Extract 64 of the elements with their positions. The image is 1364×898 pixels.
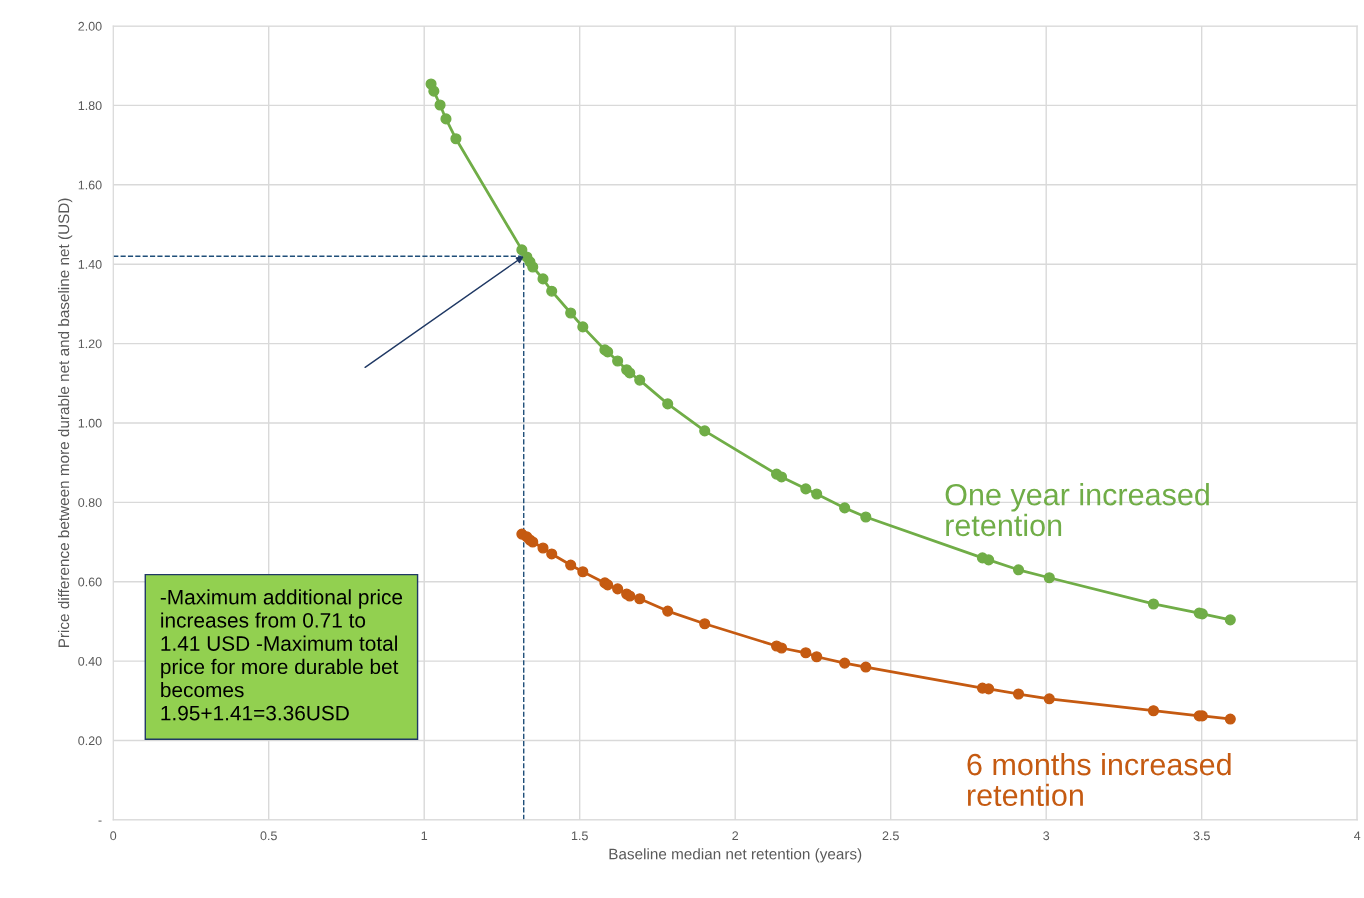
point: [800, 647, 812, 659]
point: [612, 355, 624, 367]
point: [577, 321, 589, 333]
annotation: -Maximum additional price increases from 0.71 to 1.41 USD -Maximum total price for more durable bet becomes 1.95+1.41=3.36USD: [160, 589, 403, 721]
point: [1012, 688, 1025, 700]
point: [699, 425, 711, 437]
x-tick-label: 2.5: [882, 831, 899, 841]
series-label: One year increased retention: [945, 483, 1209, 537]
y-tick-label: 0.40: [78, 656, 102, 666]
point: [811, 488, 823, 500]
point: [434, 99, 446, 111]
point: [860, 661, 872, 673]
point: [800, 483, 812, 495]
point: [546, 285, 558, 297]
x-tick-label: 1.5: [571, 831, 588, 841]
point: [537, 273, 549, 285]
point: [839, 502, 851, 514]
x-tick-label: 3.5: [1193, 831, 1210, 841]
y-tick-label: -: [98, 820, 102, 822]
y-tick-label: 1.80: [78, 101, 102, 111]
x-tick-label: 2: [732, 831, 739, 841]
point: [440, 113, 452, 125]
point: [1224, 713, 1236, 725]
y-tick-label: 1.20: [78, 339, 102, 349]
x-tick-label: 1: [421, 831, 428, 841]
point: [612, 583, 624, 595]
point: [565, 307, 577, 319]
point: [450, 133, 462, 145]
point: [634, 593, 646, 605]
x-tick-label: 0: [110, 831, 117, 841]
point: [1043, 572, 1055, 584]
point: [983, 554, 995, 566]
point: [634, 374, 646, 386]
point: [1147, 598, 1160, 610]
y-tick-label: 1.40: [78, 259, 102, 269]
y-tick-label: 1.00: [78, 418, 102, 428]
point: [839, 657, 851, 669]
x-tick-label: 4: [1353, 831, 1361, 841]
point: [527, 261, 539, 273]
y-tick-label: 1.60: [78, 180, 102, 190]
point: [1147, 705, 1160, 717]
point: [775, 471, 788, 483]
series-label: 6 months increased retention: [967, 752, 1231, 807]
point: [860, 511, 872, 523]
point: [662, 398, 674, 410]
point: [428, 85, 440, 97]
x-axis-title: Baseline median net retention (years): [609, 848, 862, 863]
point: [565, 559, 577, 571]
x-tick-label: 0.5: [260, 831, 277, 841]
point: [577, 566, 589, 578]
point: [1043, 693, 1055, 705]
x-tick-label: 3: [1043, 831, 1050, 841]
y-tick-label: 2.00: [78, 21, 102, 31]
point: [662, 605, 674, 617]
point: [537, 542, 549, 554]
y-tick-label: 0.20: [78, 736, 102, 746]
y-axis-title: Price difference between more durable net and baseline net (USD): [57, 198, 73, 648]
y-tick-label: 0.60: [78, 577, 102, 587]
point: [1012, 564, 1025, 576]
point: [546, 548, 558, 560]
point: [1224, 614, 1236, 626]
point: [811, 651, 823, 663]
point: [699, 618, 711, 630]
y-tick-label: 0.80: [78, 498, 102, 507]
